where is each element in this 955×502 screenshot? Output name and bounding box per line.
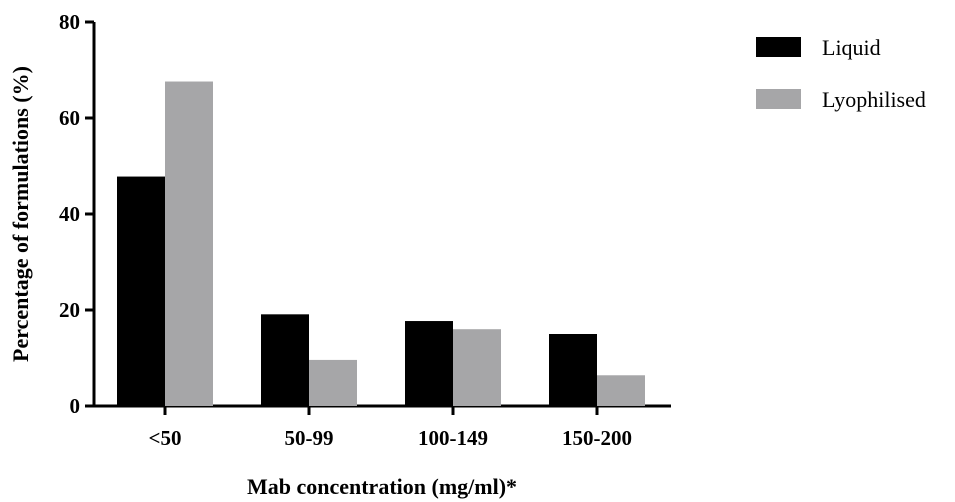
x-tick-label: <50	[149, 426, 182, 450]
bar-liquid-1	[261, 314, 309, 406]
legend-swatch-lyophilised	[756, 89, 801, 109]
bar-liquid-2	[405, 321, 453, 406]
y-tick-label: 60	[59, 106, 80, 130]
bars-group	[117, 81, 645, 407]
y-tick-label: 80	[59, 10, 80, 34]
legend-label-lyophilised: Lyophilised	[822, 87, 926, 112]
y-axis-title: Percentage of formulations (%)	[8, 66, 33, 362]
x-axis-title: Mab concentration (mg/ml)*	[247, 474, 517, 499]
legend: Liquid Lyophilised	[756, 35, 926, 112]
bar-lyophilised-2	[453, 329, 501, 406]
y-tick-label: 20	[59, 298, 80, 322]
x-tick-label: 150-200	[562, 426, 632, 450]
bar-liquid-0	[117, 176, 165, 406]
y-tick-label: 40	[59, 202, 80, 226]
legend-swatch-liquid	[756, 37, 801, 57]
bar-lyophilised-3	[597, 375, 645, 406]
x-axis-ticks: <50 50-99 100-149 150-200	[149, 406, 632, 450]
y-axis-ticks: 0 20 40 60 80	[59, 10, 94, 418]
y-tick-label: 0	[70, 394, 81, 418]
legend-label-liquid: Liquid	[822, 35, 881, 60]
bar-lyophilised-0	[165, 81, 213, 407]
x-tick-label: 100-149	[418, 426, 488, 450]
bar-lyophilised-1	[309, 359, 357, 406]
x-tick-label: 50-99	[285, 426, 334, 450]
bar-liquid-3	[549, 334, 597, 406]
